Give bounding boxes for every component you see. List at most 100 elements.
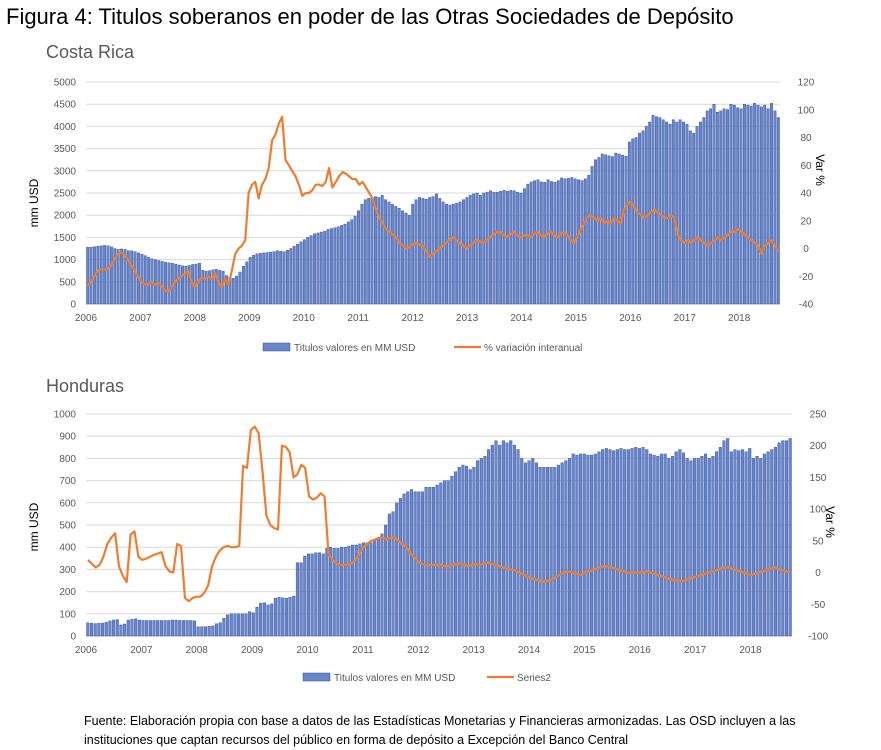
- bar: [675, 121, 679, 305]
- bar: [476, 460, 480, 637]
- bar: [670, 455, 675, 637]
- bar: [739, 108, 743, 305]
- bar: [123, 623, 127, 637]
- y-tick-label: 1000: [54, 410, 77, 421]
- bar: [203, 626, 208, 637]
- bar: [414, 199, 418, 305]
- y-tick-label: 1500: [54, 233, 77, 244]
- bar: [299, 241, 303, 305]
- y2-tick-label: 20: [800, 216, 812, 227]
- legend-bar-swatch: [302, 672, 331, 682]
- bar: [722, 108, 726, 305]
- bar: [377, 197, 381, 305]
- y2-tick-label: 250: [810, 410, 827, 421]
- bar: [732, 104, 736, 305]
- bar: [553, 467, 557, 637]
- bar: [465, 197, 469, 305]
- bar: [244, 613, 248, 637]
- bar: [468, 195, 472, 305]
- bar: [174, 263, 178, 305]
- bar: [759, 106, 763, 305]
- bar: [108, 620, 112, 637]
- bar: [333, 227, 337, 305]
- bar: [505, 442, 509, 637]
- bar: [435, 484, 439, 637]
- bar: [330, 228, 333, 305]
- bar: [582, 453, 586, 637]
- bar: [255, 253, 259, 305]
- y-tick-label: 5000: [54, 78, 77, 89]
- bar: [516, 191, 520, 305]
- bar: [167, 620, 171, 637]
- bar: [317, 552, 322, 637]
- bar: [512, 190, 516, 305]
- bar: [137, 619, 141, 637]
- bar: [482, 192, 486, 305]
- bar: [617, 153, 621, 305]
- bar: [409, 489, 413, 637]
- y-tick-label: 200: [59, 587, 76, 598]
- y-tick-label: 4000: [54, 122, 77, 133]
- bar: [600, 153, 604, 305]
- bar: [434, 193, 438, 305]
- bar: [104, 622, 108, 637]
- bar: [601, 449, 605, 637]
- bar: [719, 110, 723, 305]
- bar: [93, 623, 97, 637]
- bar: [788, 438, 792, 637]
- bar: [645, 449, 649, 637]
- bar: [397, 207, 401, 305]
- bar: [455, 203, 459, 305]
- bar: [286, 250, 289, 305]
- bar: [637, 448, 641, 637]
- x-tick-label: 2012: [401, 313, 424, 324]
- bar: [502, 190, 506, 305]
- y2-tick-label: -50: [811, 600, 826, 611]
- y2-tick-label: 100: [798, 105, 815, 116]
- bar: [693, 458, 697, 637]
- bar: [235, 275, 239, 305]
- bar: [184, 266, 188, 305]
- bar: [153, 259, 157, 305]
- bar: [302, 239, 306, 305]
- bar: [450, 475, 454, 637]
- bar: [571, 453, 575, 637]
- y2-tick-label: 200: [810, 441, 827, 452]
- bar: [590, 454, 594, 637]
- bar: [417, 491, 421, 637]
- bar: [340, 546, 344, 637]
- bar: [428, 487, 432, 637]
- x-tick-label: 2009: [238, 313, 261, 324]
- bar: [549, 467, 553, 637]
- bar: [120, 248, 123, 305]
- legend-bar-label: Titulos valores en MM USD: [334, 673, 455, 684]
- bar: [627, 141, 631, 305]
- bar: [587, 175, 591, 305]
- y2-tick-label: -100: [808, 632, 828, 643]
- bar: [329, 546, 333, 637]
- bar: [431, 196, 435, 305]
- bar: [781, 440, 785, 637]
- bar: [357, 210, 360, 305]
- bar: [614, 152, 618, 305]
- bar: [472, 193, 476, 305]
- x-tick-label: 2012: [407, 645, 430, 656]
- bar: [612, 450, 616, 637]
- bar: [712, 103, 716, 305]
- bar: [682, 121, 685, 305]
- bar: [575, 454, 579, 637]
- bar-series: [86, 103, 780, 305]
- x-axis-ticks: 2006 2007 2008 2009 2010 2011 2012 2013 2014 2015…: [75, 645, 762, 656]
- bar: [237, 613, 241, 637]
- bar: [597, 157, 601, 305]
- x-tick-label: 2013: [456, 313, 479, 324]
- x-tick-label: 2008: [184, 313, 207, 324]
- y2-tick-label: 50: [812, 536, 824, 547]
- bar: [509, 190, 513, 305]
- bar: [777, 442, 781, 637]
- bar: [458, 201, 462, 305]
- bar: [208, 270, 211, 305]
- y-tick-label: 2000: [54, 211, 77, 222]
- bar: [718, 447, 722, 637]
- bar: [755, 455, 759, 637]
